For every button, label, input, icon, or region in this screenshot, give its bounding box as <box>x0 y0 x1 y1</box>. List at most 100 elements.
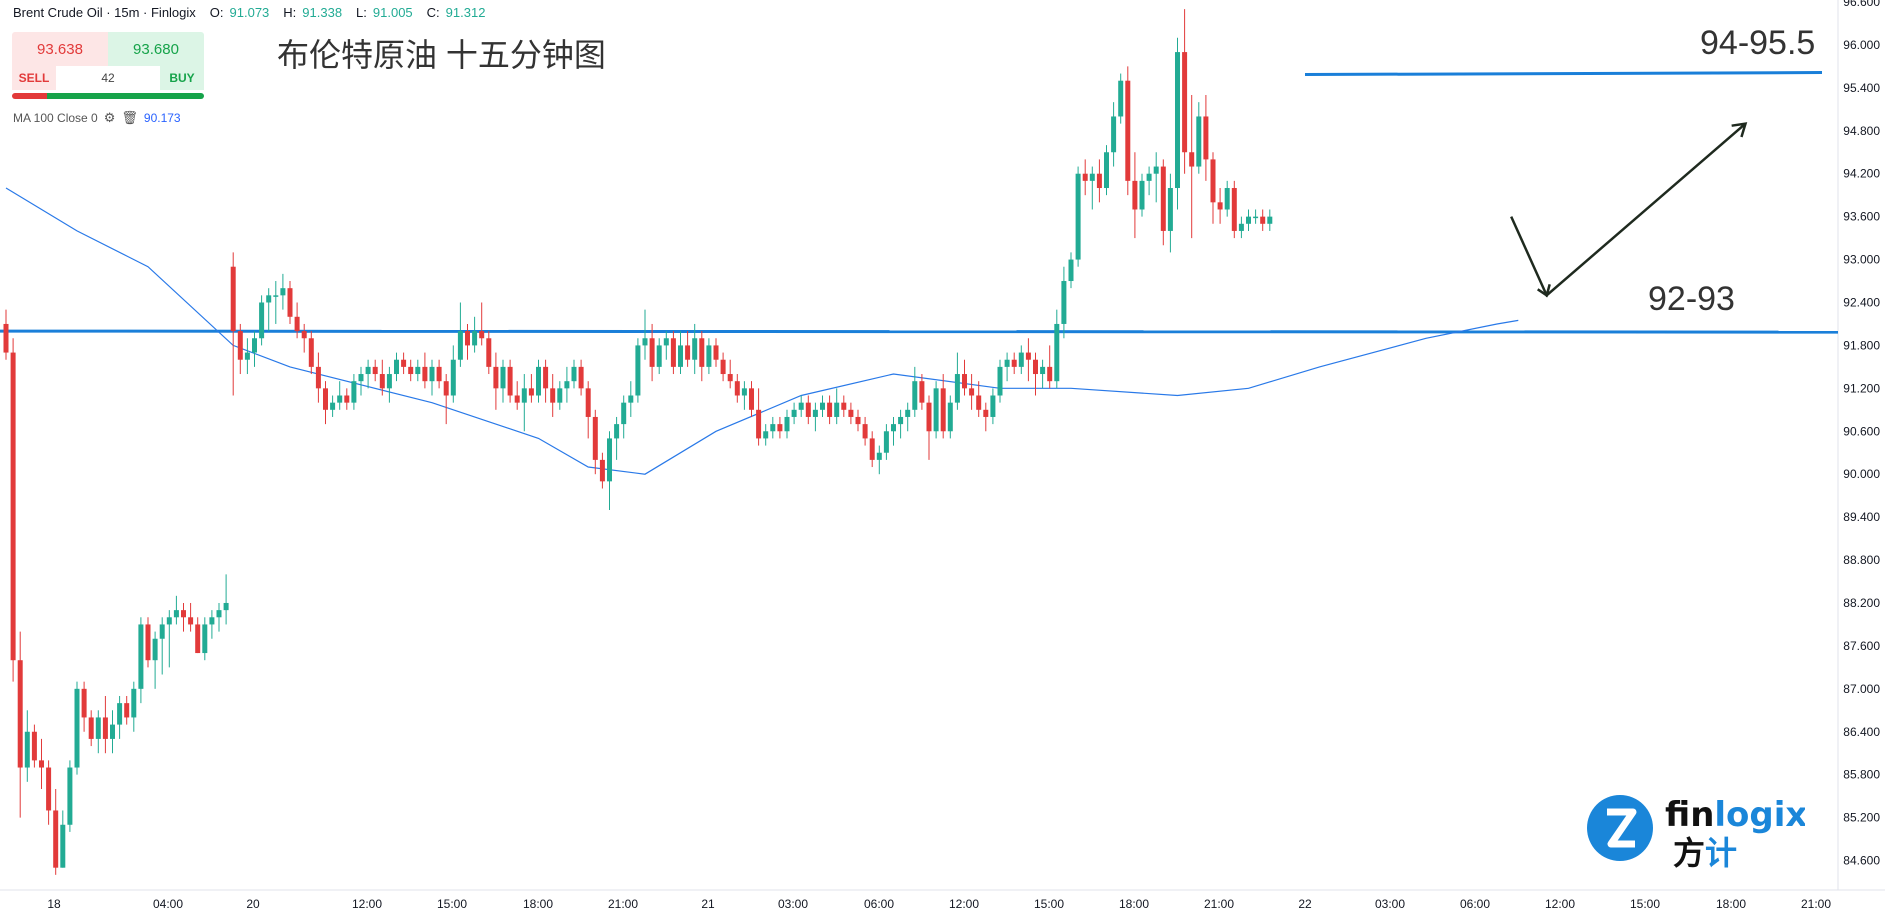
candle[interactable] <box>1104 145 1109 196</box>
candle[interactable] <box>379 359 385 396</box>
candle[interactable] <box>969 374 975 410</box>
candle[interactable] <box>472 316 478 353</box>
candle[interactable] <box>337 381 343 410</box>
candle[interactable] <box>1082 159 1088 196</box>
candle[interactable] <box>777 416 783 439</box>
candle[interactable] <box>734 374 740 403</box>
candle[interactable] <box>720 352 726 382</box>
candle[interactable] <box>954 352 960 410</box>
candle[interactable] <box>976 381 982 417</box>
candle[interactable] <box>564 366 570 403</box>
candle[interactable] <box>443 374 449 425</box>
candle[interactable] <box>763 424 769 446</box>
candle[interactable] <box>898 409 904 439</box>
candle[interactable] <box>401 352 407 375</box>
candle[interactable] <box>862 416 868 446</box>
candle[interactable] <box>706 338 712 375</box>
candle[interactable] <box>88 710 94 747</box>
buy-button[interactable]: BUY <box>160 66 204 90</box>
candle[interactable] <box>1246 209 1251 231</box>
candle[interactable] <box>344 388 350 410</box>
candle[interactable] <box>287 281 293 324</box>
candle[interactable] <box>10 338 16 682</box>
candle[interactable] <box>876 445 882 475</box>
candle[interactable] <box>301 323 307 353</box>
candle[interactable] <box>607 431 612 510</box>
candle[interactable] <box>323 381 328 425</box>
candle[interactable] <box>784 409 790 439</box>
candle[interactable] <box>635 338 641 403</box>
candle[interactable] <box>933 381 939 439</box>
candle[interactable] <box>358 366 364 396</box>
candle[interactable] <box>1075 166 1081 267</box>
candle[interactable] <box>394 352 399 382</box>
candle[interactable] <box>791 402 797 425</box>
candle[interactable] <box>465 323 470 360</box>
candle[interactable] <box>95 710 101 754</box>
candle[interactable] <box>266 288 272 332</box>
candle[interactable] <box>1118 73 1124 124</box>
candle[interactable] <box>74 681 80 775</box>
candle[interactable] <box>138 617 144 704</box>
candle[interactable] <box>188 602 194 632</box>
candle[interactable] <box>521 374 527 432</box>
candle[interactable] <box>891 416 896 446</box>
candle[interactable] <box>386 366 392 403</box>
candle[interactable] <box>848 402 854 425</box>
candle[interactable] <box>940 374 946 439</box>
candle[interactable] <box>1210 152 1216 224</box>
candle[interactable] <box>259 295 265 346</box>
candle[interactable] <box>834 388 840 425</box>
candle[interactable] <box>280 273 286 310</box>
candle[interactable] <box>514 381 520 410</box>
candle[interactable] <box>252 331 257 367</box>
candle[interactable] <box>3 309 9 360</box>
candle[interactable] <box>24 710 30 782</box>
candle[interactable] <box>166 610 172 668</box>
candle[interactable] <box>216 602 222 632</box>
candle[interactable] <box>173 595 179 625</box>
candle[interactable] <box>805 395 811 425</box>
candle[interactable] <box>315 352 321 403</box>
candle[interactable] <box>919 374 925 410</box>
candle[interactable] <box>756 388 762 446</box>
candle[interactable] <box>642 309 648 360</box>
candle[interactable] <box>493 352 499 410</box>
candle[interactable] <box>869 431 875 468</box>
candle[interactable] <box>1139 173 1145 217</box>
candle[interactable] <box>1238 216 1244 239</box>
candle[interactable] <box>599 452 605 489</box>
candle[interactable] <box>1175 37 1180 210</box>
candle[interactable] <box>855 409 861 432</box>
candle[interactable] <box>202 617 208 661</box>
candle[interactable] <box>827 395 833 425</box>
candle[interactable] <box>621 395 627 439</box>
candle[interactable] <box>117 695 123 739</box>
candle[interactable] <box>1132 152 1138 239</box>
price-axis[interactable]: 96.600 96.000 95.400 94.800 94.200 93.600 93.0… <box>1837 0 1880 890</box>
candle[interactable] <box>670 331 676 375</box>
candle[interactable] <box>365 359 371 389</box>
candle[interactable] <box>1231 180 1237 239</box>
candle[interactable] <box>692 323 698 375</box>
candle[interactable] <box>1253 209 1259 224</box>
candle[interactable] <box>372 359 378 382</box>
candle[interactable] <box>1189 95 1195 239</box>
candle[interactable] <box>536 359 541 403</box>
candle[interactable] <box>1224 180 1230 217</box>
candle[interactable] <box>614 416 620 460</box>
symbol-title[interactable]: Brent Crude Oil · 15m · Finlogix <box>13 5 196 20</box>
candle[interactable] <box>209 610 215 639</box>
candle[interactable] <box>905 402 911 432</box>
candle[interactable] <box>557 381 563 410</box>
candle[interactable] <box>223 574 229 625</box>
candle[interactable] <box>1089 166 1095 210</box>
candle[interactable] <box>159 617 165 675</box>
trash-icon[interactable]: 🗑 <box>121 110 138 125</box>
candle[interactable] <box>486 331 492 375</box>
candle[interactable] <box>500 359 506 403</box>
candle[interactable] <box>1160 159 1166 246</box>
candle[interactable] <box>457 302 463 367</box>
candle[interactable] <box>990 388 996 425</box>
candle[interactable] <box>585 381 591 439</box>
